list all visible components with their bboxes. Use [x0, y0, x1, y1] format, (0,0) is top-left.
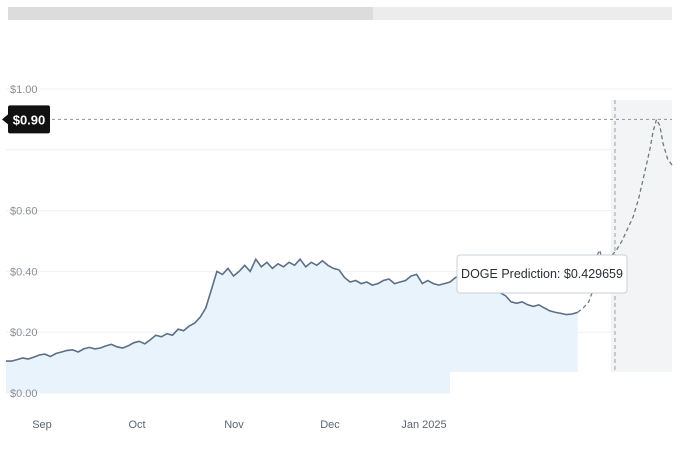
y-tick-label-3: $0.60	[10, 206, 38, 218]
current-price-badge: $0.90	[2, 105, 50, 134]
prediction-tooltip-label: DOGE Prediction: $0.429659	[461, 267, 623, 281]
x-tick-label-oct: Oct	[128, 419, 145, 431]
x-tick-label-jan-2025: Jan 2025	[401, 419, 446, 431]
top-scroll-bar[interactable]	[8, 7, 672, 20]
y-tick-label-4: $1.00	[10, 84, 38, 96]
y-axis-labels: $0.00 $0.20 $0.40 $0.60 $1.00	[10, 84, 38, 400]
y-tick-label-1: $0.20	[10, 327, 38, 339]
prediction-region-shade	[610, 100, 672, 401]
y-tick-label-2: $0.40	[10, 266, 38, 278]
overlay-white-box	[450, 372, 680, 453]
x-tick-label-sep: Sep	[32, 419, 52, 431]
y-tick-label-0: $0.00	[10, 388, 38, 400]
current-price-label: $0.90	[13, 112, 46, 127]
x-tick-label-nov: Nov	[224, 419, 244, 431]
series-area-historical	[6, 259, 578, 393]
x-tick-label-dec: Dec	[320, 419, 340, 431]
prediction-tooltip: DOGE Prediction: $0.429659	[456, 254, 628, 294]
x-axis-labels: Sep Oct Nov Dec Jan 2025	[32, 419, 446, 431]
top-scroll-bar-fill	[8, 7, 374, 20]
